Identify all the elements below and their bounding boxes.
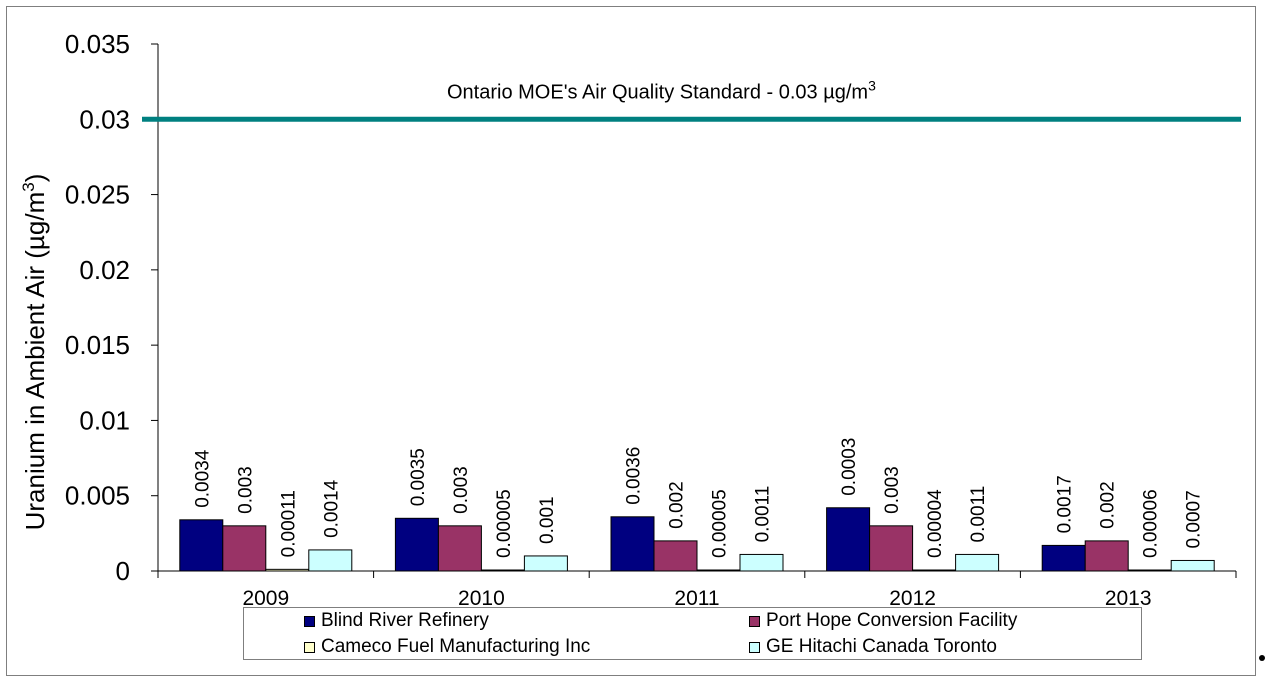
bar xyxy=(653,540,698,572)
data-label: 0.001 xyxy=(537,496,558,544)
legend-item: Port Hope Conversion Facility xyxy=(749,610,1017,632)
y-tick-label: 0.01 xyxy=(79,405,130,435)
data-label: 0.00004 xyxy=(925,489,946,558)
bar xyxy=(265,568,310,572)
bar xyxy=(826,507,871,572)
bar xyxy=(222,525,267,572)
data-label: 0.0034 xyxy=(192,449,213,508)
legend-label: Blind River Refinery xyxy=(321,610,489,631)
legend-swatch xyxy=(749,615,760,627)
data-label: 0.002 xyxy=(667,481,688,529)
y-tick-label: 0.035 xyxy=(65,29,130,59)
chart-frame xyxy=(6,6,1256,676)
bar xyxy=(1041,544,1086,572)
data-label: 0.0035 xyxy=(408,448,429,506)
legend-label: GE Hitachi Canada Toronto xyxy=(766,636,997,657)
bar xyxy=(394,517,439,572)
bar xyxy=(1170,559,1215,572)
y-tick-label: 0.02 xyxy=(79,255,130,285)
data-label: 0.00006 xyxy=(1141,489,1162,558)
bar xyxy=(912,569,957,572)
axes: 0 0.005 0.01 0.015 0.02 0.025 0.03 0.035 2009 201… xyxy=(65,29,1237,610)
bars xyxy=(179,507,1215,572)
data-label: 0.00005 xyxy=(494,489,515,558)
legend-swatch xyxy=(749,641,760,653)
legend-swatch xyxy=(304,641,315,653)
bar xyxy=(955,553,1000,572)
x-tick-label: 2010 xyxy=(458,587,505,610)
y-tick-label: 0.015 xyxy=(65,330,130,360)
bullet-dot xyxy=(1259,655,1265,661)
bar xyxy=(1127,569,1172,572)
bar xyxy=(696,569,741,572)
y-tick-label: 0.025 xyxy=(65,180,130,210)
reference-line-group: Ontario MOE's Air Quality Standard - 0.0… xyxy=(142,77,1241,122)
data-label: 0.003 xyxy=(235,466,256,514)
legend-label: Port Hope Conversion Facility xyxy=(766,610,1018,631)
data-label: 0.0036 xyxy=(624,447,645,505)
legend-label: Cameco Fuel Manufacturing Inc xyxy=(321,636,591,657)
data-label: 0.003 xyxy=(451,466,472,514)
legend-item: Cameco Fuel Manufacturing Inc xyxy=(304,636,590,658)
data-label: 0.003 xyxy=(882,466,903,514)
y-axis-label: Uranium in Ambient Air (µg/m3) xyxy=(19,174,50,531)
bar xyxy=(739,553,784,572)
y-tick-label: 0.03 xyxy=(79,104,130,134)
bar xyxy=(437,525,482,572)
data-label: 0.00011 xyxy=(278,490,299,557)
bar xyxy=(179,519,224,572)
bar xyxy=(869,525,914,572)
bar xyxy=(480,569,525,572)
x-tick-label: 2011 xyxy=(674,587,719,610)
data-label: 0.0011 xyxy=(753,486,774,543)
y-tick-label: 0 xyxy=(116,556,130,586)
data-label: 0.0014 xyxy=(321,479,342,538)
bar xyxy=(1084,540,1129,572)
data-label: 0.00005 xyxy=(710,489,731,558)
x-tick-label: 2013 xyxy=(1105,587,1152,610)
bar xyxy=(523,555,568,572)
data-label: 0.0017 xyxy=(1055,475,1076,533)
reference-line-label: Ontario MOE's Air Quality Standard - 0.0… xyxy=(447,77,876,103)
bar xyxy=(610,516,655,572)
x-tick-label: 2009 xyxy=(242,587,289,610)
x-tick-label: 2012 xyxy=(889,587,936,610)
legend-swatch xyxy=(304,615,315,627)
data-label: 0.0007 xyxy=(1184,490,1205,548)
legend: Blind River Refinery Port Hope Conversio… xyxy=(243,607,1142,660)
data-label: 0.0011 xyxy=(968,486,989,543)
data-labels: 0.0034 0.003 0.00011 0.0014 0.0035 0.003 0.000… xyxy=(192,438,1204,558)
bar xyxy=(308,549,353,572)
y-tick-label: 0.005 xyxy=(65,481,130,511)
data-label: 0.002 xyxy=(1098,481,1119,529)
legend-item: GE Hitachi Canada Toronto xyxy=(749,636,997,658)
data-label: 0.0003 xyxy=(839,438,860,496)
legend-item: Blind River Refinery xyxy=(304,610,489,632)
